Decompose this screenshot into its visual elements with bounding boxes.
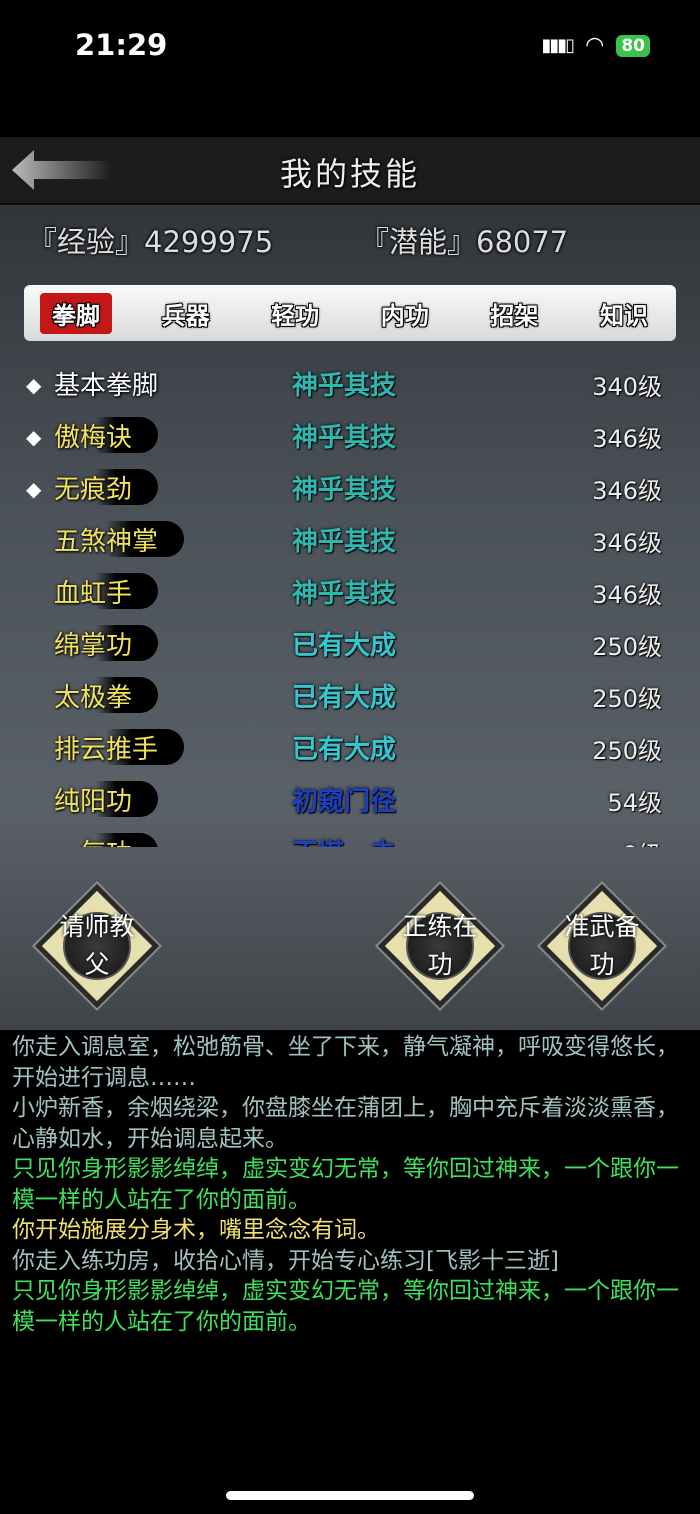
wifi-icon: ◠	[585, 33, 605, 58]
skill-rank: 神乎其技	[292, 371, 397, 401]
skill-name: 基本拳脚	[54, 371, 159, 401]
skill-name: 一气功	[54, 833, 159, 847]
status-bar: 21:29 ▮▮▮▯ ◠ 80	[0, 0, 700, 90]
skill-level: 346级	[592, 425, 662, 453]
skill-level: 346级	[592, 529, 662, 557]
tab-0[interactable]: 拳脚	[40, 292, 112, 334]
log-line: 你开始施展分身术，嘴里念念有词。	[12, 1217, 380, 1243]
skill-level: 250级	[592, 633, 662, 661]
skill-name: 五煞神掌	[54, 521, 185, 557]
skill-rank: 神乎其技	[292, 527, 397, 557]
skill-name: 太极拳	[54, 677, 159, 713]
skill-rank: 已有大成	[292, 735, 397, 765]
skill-row[interactable]: 五煞神掌 神乎其技 346级	[22, 519, 662, 571]
skills-screen: 我的技能 『经验』4299975 『潜能』68077 拳脚 兵器 轻功 内功 招架 知识 …	[0, 137, 700, 1030]
tab-1[interactable]: 兵器	[161, 301, 210, 330]
skill-row[interactable]: 绵掌功 已有大成 250级	[22, 623, 662, 675]
prepare-button[interactable]: 准武备功	[536, 880, 668, 1012]
home-indicator[interactable]	[226, 1491, 474, 1500]
log-line: 你走入调息室，松弛筋骨、坐了下来，静气凝神，呼吸变得悠长，开始进行调息……	[12, 1034, 679, 1091]
enabled-diamond-icon: ◆	[26, 477, 42, 501]
skill-row[interactable]: ◆ 无痕劲 神乎其技 346级	[22, 467, 662, 519]
skill-name: 无痕劲	[54, 469, 159, 505]
skill-level: 346级	[592, 477, 662, 505]
tab-5[interactable]: 知识	[599, 301, 648, 330]
skill-level: 250级	[592, 737, 662, 765]
skill-row[interactable]: ◆ 基本拳脚 神乎其技 340级	[22, 363, 662, 415]
header: 我的技能	[0, 137, 700, 205]
skill-row[interactable]: ◆ 傲梅诀 神乎其技 346级	[22, 415, 662, 467]
skill-rank: 不堪一击	[292, 833, 396, 847]
skill-level: 9级	[623, 835, 662, 847]
signal-icon: ▮▮▮▯	[541, 35, 576, 56]
skill-list[interactable]: ◆ 基本拳脚 神乎其技 340级 ◆ 傲梅诀 神乎其技 346级 ◆ 无痕劲 神乎其技 346级 五煞神…	[22, 361, 682, 847]
teacher-button[interactable]: 请师教父	[31, 880, 163, 1012]
skill-row[interactable]: 血虹手 神乎其技 346级	[22, 571, 662, 623]
back-arrow-icon[interactable]	[12, 150, 112, 190]
tab-3[interactable]: 内功	[380, 301, 429, 330]
skill-rank: 已有大成	[292, 683, 397, 713]
tab-4[interactable]: 招架	[490, 301, 539, 330]
page-title: 我的技能	[279, 155, 420, 193]
battery-icon: 80	[616, 34, 650, 57]
skill-rank: 神乎其技	[292, 579, 397, 609]
skill-name: 血虹手	[54, 573, 159, 609]
skill-row[interactable]: 纯阳功 初窥门径 54级	[22, 779, 662, 831]
skill-rank: 已有大成	[292, 631, 397, 661]
log-line: 只见你身形影影绰绰，虚实变幻无常，等你回过神来，一个跟你一模一样的人站在了你的面…	[12, 1156, 679, 1213]
enabled-diamond-icon: ◆	[26, 373, 42, 397]
message-log: 你走入调息室，松弛筋骨、坐了下来，静气凝神，呼吸变得悠长，开始进行调息…… 小炉新…	[12, 1032, 692, 1337]
skill-rank: 初窥门径	[292, 787, 397, 817]
skill-name: 排云推手	[54, 729, 185, 765]
potential-stat: 『潜能』68077	[360, 225, 569, 259]
skill-tabs: 拳脚 兵器 轻功 内功 招架 知识	[24, 285, 676, 341]
skill-rank: 神乎其技	[292, 475, 397, 505]
skill-name: 纯阳功	[54, 781, 159, 817]
skill-row[interactable]: 太极拳 已有大成 250级	[22, 675, 662, 727]
skill-rank: 神乎其技	[292, 423, 397, 453]
enabled-diamond-icon: ◆	[26, 425, 42, 449]
tab-2[interactable]: 轻功	[271, 301, 320, 330]
log-line: 只见你身形影影绰绰，虚实变幻无常，等你回过神来，一个跟你一模一样的人站在了你的面…	[12, 1278, 679, 1335]
skill-name: 绵掌功	[54, 625, 159, 661]
skill-name: 傲梅诀	[54, 417, 159, 453]
skill-level: 340级	[592, 373, 662, 401]
skill-level: 54级	[607, 789, 662, 817]
practice-button[interactable]: 正练在功	[374, 880, 506, 1012]
skill-level: 346级	[592, 581, 662, 609]
skill-row[interactable]: 排云推手 已有大成 250级	[22, 727, 662, 779]
exp-stat: 『经验』4299975	[28, 225, 274, 259]
log-line: 你走入练功房，收拾心情，开始专心练习[飞影十三逝]	[12, 1247, 559, 1274]
skill-row[interactable]: 一气功 不堪一击 9级	[22, 831, 662, 847]
log-line: 小炉新香，余烟绕梁，你盘膝坐在蒲团上，胸中充斥着淡淡熏香，心静如水，开始调息起来…	[12, 1095, 679, 1152]
clock: 21:29	[75, 28, 168, 62]
skill-level: 250级	[592, 685, 662, 713]
